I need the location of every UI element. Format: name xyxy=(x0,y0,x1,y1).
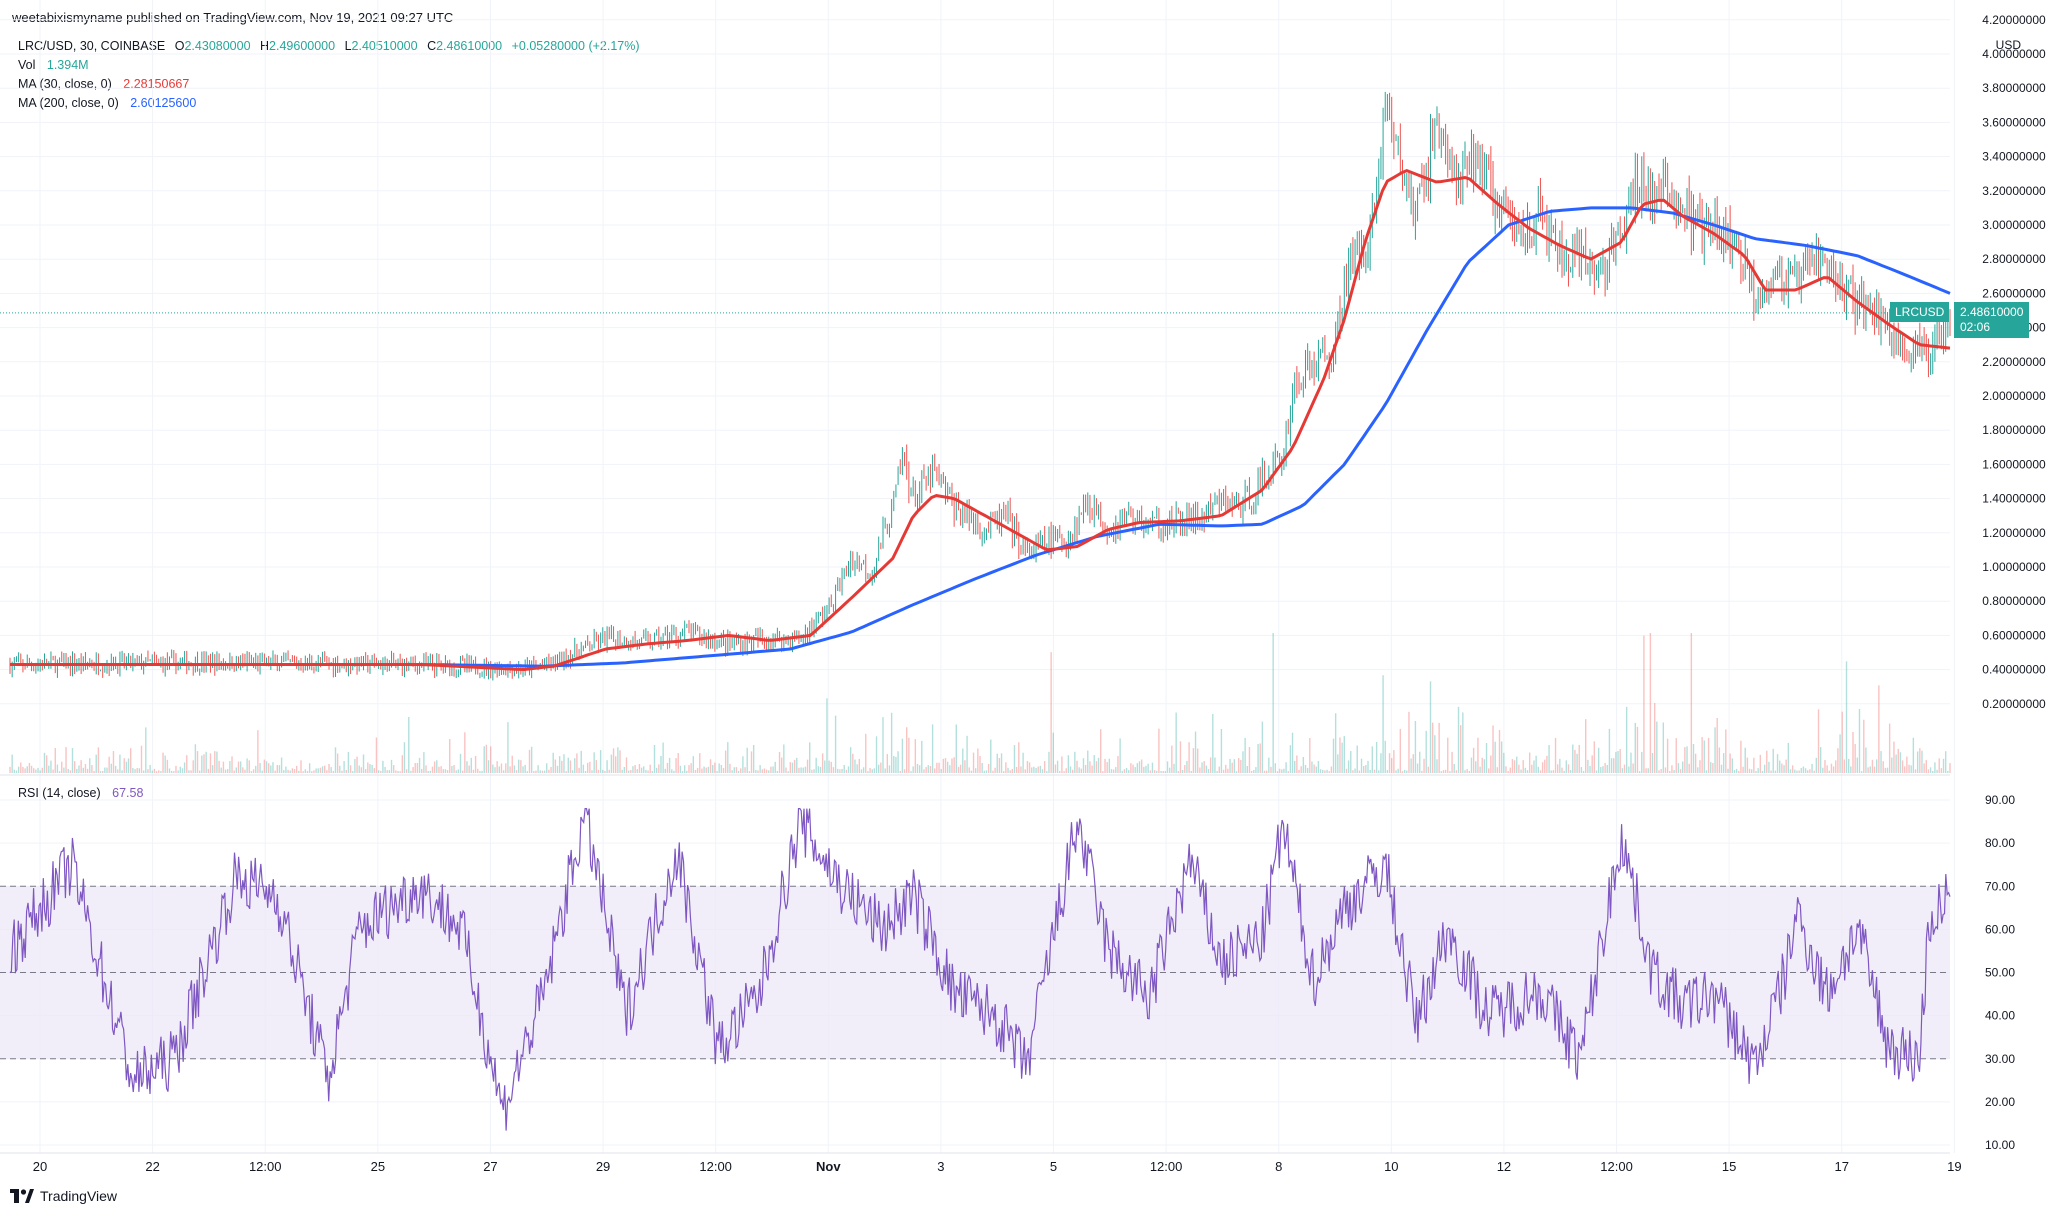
price-tick-label: 2.00000000 xyxy=(1982,389,2046,403)
bar-countdown: 02:06 xyxy=(1960,319,1991,334)
price-tick-label: 0.40000000 xyxy=(1982,663,2046,677)
price-tick-label: 4.00000000 xyxy=(1982,47,2046,61)
close-label: C xyxy=(427,39,437,53)
high-value: 2.49600000 xyxy=(269,39,336,53)
rsi-tick-label: 50.00 xyxy=(1985,966,2015,980)
rsi-legend[interactable]: RSI (14, close) 67.58 xyxy=(18,786,143,800)
last-price-symbol-tag: LRCUSD xyxy=(1890,301,1950,322)
low-value: 2.40510000 xyxy=(351,39,418,53)
price-tick-label: 3.40000000 xyxy=(1982,150,2046,164)
time-tick-label: 25 xyxy=(371,1159,385,1174)
price-tick-label: 2.80000000 xyxy=(1982,252,2046,266)
open-value: 2.43080000 xyxy=(184,39,251,53)
tradingview-brand[interactable]: TradingView xyxy=(10,1188,117,1204)
price-tick-label: 3.60000000 xyxy=(1982,115,2046,129)
ma30-legend[interactable]: MA (30, close, 0) 2.28150667 xyxy=(18,77,189,91)
ma30-line xyxy=(10,168,1951,672)
currency-label[interactable]: USD xyxy=(1992,37,2024,53)
change-value: +0.05280000 (+2.17%) xyxy=(511,39,640,53)
rsi-tick-label: 90.00 xyxy=(1985,793,2015,807)
volume-label: Vol xyxy=(18,58,36,72)
open-label: O xyxy=(174,39,185,53)
time-tick-label: 5 xyxy=(1050,1159,1057,1174)
time-tick-label: 12:00 xyxy=(699,1159,732,1174)
volume-legend[interactable]: Vol 1.394M xyxy=(18,58,89,72)
price-tick-label: 0.80000000 xyxy=(1982,594,2046,608)
ma200-line xyxy=(10,206,1951,668)
ma200-value: 2.60125600 xyxy=(130,96,197,110)
price-tick-label: 1.80000000 xyxy=(1982,423,2046,437)
low-label: L xyxy=(344,39,352,53)
time-tick-label: 29 xyxy=(596,1159,610,1174)
symbol-legend: LRC/USD, 30, COINBASE O2.43080000 H2.496… xyxy=(18,39,640,53)
price-tick-label: 3.00000000 xyxy=(1982,218,2046,232)
rsi-tick-label: 20.00 xyxy=(1985,1095,2015,1109)
price-tick-label: 1.40000000 xyxy=(1982,492,2046,506)
price-tick-label: 1.60000000 xyxy=(1982,457,2046,471)
rsi-tick-label: 30.00 xyxy=(1985,1052,2015,1066)
last-price-value: 2.48610000 xyxy=(1960,304,2024,319)
time-tick-label: 12:00 xyxy=(1150,1159,1183,1174)
time-tick-label: 27 xyxy=(483,1159,497,1174)
time-tick-label: 20 xyxy=(33,1159,47,1174)
time-tick-label: Nov xyxy=(816,1159,841,1174)
close-value: 2.48610000 xyxy=(436,39,503,53)
price-tick-label: 4.20000000 xyxy=(1982,13,2046,27)
time-tick-label: 10 xyxy=(1384,1159,1398,1174)
time-tick-label: 12:00 xyxy=(1600,1159,1633,1174)
publisher-header: weetabixismyname published on TradingVie… xyxy=(12,10,454,25)
time-tick-label: 15 xyxy=(1722,1159,1736,1174)
rsi-label: RSI (14, close) xyxy=(18,786,101,800)
price-tick-label: 2.60000000 xyxy=(1982,286,2046,300)
time-tick-label: 19 xyxy=(1947,1159,1961,1174)
price-tick-label: 3.20000000 xyxy=(1982,184,2046,198)
rsi-value: 67.58 xyxy=(112,786,144,800)
last-price-tag: 2.48610000 02:06 xyxy=(1954,301,2030,338)
rsi-line xyxy=(9,807,1951,1131)
time-tick-label: 12:00 xyxy=(249,1159,282,1174)
time-tick-label: 12 xyxy=(1497,1159,1511,1174)
price-tick-label: 3.80000000 xyxy=(1982,81,2046,95)
rsi-tick-label: 70.00 xyxy=(1985,879,2015,893)
volume-value: 1.394M xyxy=(46,58,89,72)
symbol-label[interactable]: LRC/USD, 30, COINBASE xyxy=(18,39,166,53)
ma30-label: MA (30, close, 0) xyxy=(18,77,112,91)
time-tick-label: 8 xyxy=(1275,1159,1282,1174)
rsi-tick-label: 10.00 xyxy=(1985,1138,2015,1152)
rsi-tick-label: 40.00 xyxy=(1985,1009,2015,1023)
tradingview-logo-icon xyxy=(10,1189,34,1203)
price-tick-label: 1.00000000 xyxy=(1982,560,2046,574)
high-label: H xyxy=(260,39,270,53)
price-tick-label: 1.20000000 xyxy=(1982,526,2046,540)
price-tick-label: 2.20000000 xyxy=(1982,355,2046,369)
price-tick-label: 0.60000000 xyxy=(1982,628,2046,642)
price-tick-label: 0.20000000 xyxy=(1982,697,2046,711)
time-tick-label: 3 xyxy=(937,1159,944,1174)
rsi-tick-label: 80.00 xyxy=(1985,836,2015,850)
rsi-tick-label: 60.00 xyxy=(1985,922,2015,936)
ma200-legend[interactable]: MA (200, close, 0) 2.60125600 xyxy=(18,96,196,110)
brand-name: TradingView xyxy=(40,1188,118,1204)
ma30-value: 2.28150667 xyxy=(123,77,190,91)
ma200-label: MA (200, close, 0) xyxy=(18,96,119,110)
time-tick-label: 17 xyxy=(1835,1159,1849,1174)
time-tick-label: 22 xyxy=(145,1159,159,1174)
